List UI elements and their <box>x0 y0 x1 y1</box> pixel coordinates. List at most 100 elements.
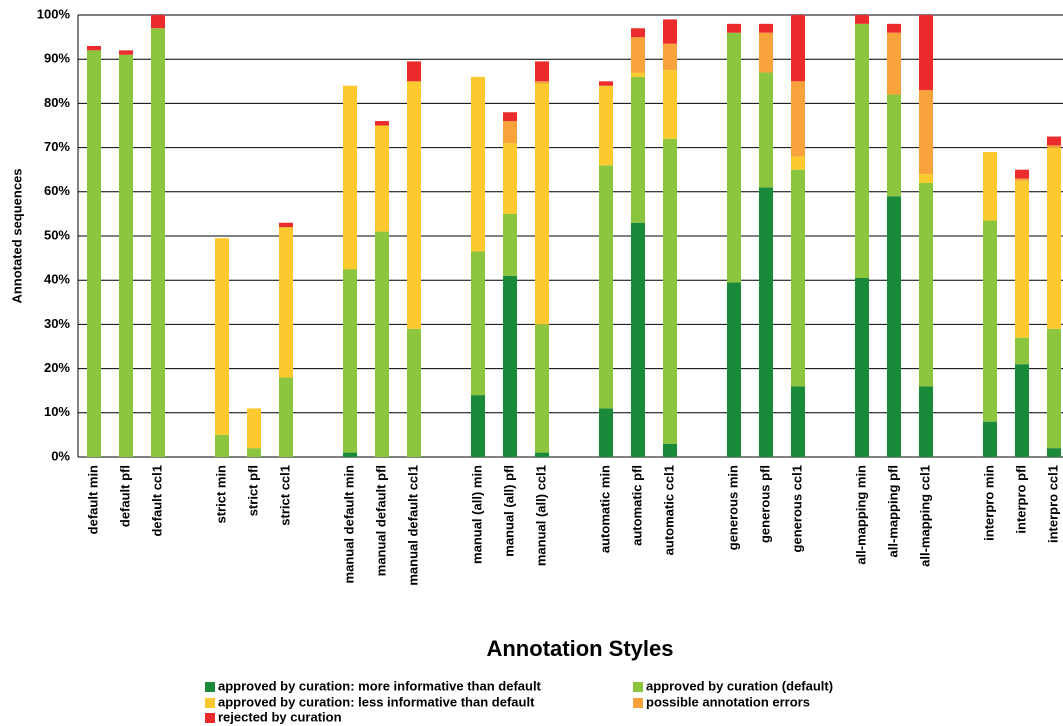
bar-segment <box>503 121 517 144</box>
bar-segment <box>1047 328 1061 449</box>
legend-swatch <box>205 682 215 692</box>
x-tick-label: automatic pfl <box>629 465 644 546</box>
x-tick-label: all-mapping pfl <box>885 465 900 557</box>
bar-segment <box>407 328 421 457</box>
bar-segment <box>631 28 645 38</box>
bar-segment <box>407 61 421 82</box>
y-tick-label: 70% <box>44 139 70 154</box>
bar-segment <box>599 81 613 86</box>
bar-segment <box>375 121 389 126</box>
legend-swatch <box>205 713 215 723</box>
bar-segment <box>535 452 549 457</box>
bar-segment <box>727 282 741 457</box>
bar-segment <box>983 220 997 422</box>
bar-segment <box>663 19 677 44</box>
bar-segment <box>471 395 485 457</box>
bar-segment <box>791 81 805 157</box>
bar-segment <box>887 32 901 95</box>
bar-segment <box>631 222 645 457</box>
x-tick-label: strict ccl1 <box>277 465 292 526</box>
y-tick-label: 0% <box>51 448 70 463</box>
x-tick-label: all-mapping ccl1 <box>917 465 932 567</box>
x-tick-label: manual default ccl1 <box>405 465 420 586</box>
bar-segment <box>1015 178 1029 181</box>
x-tick-label: all-mapping min <box>853 465 868 565</box>
bar-segment <box>663 443 677 457</box>
bar-segment <box>471 251 485 396</box>
x-tick-label: interpro ccl1 <box>1045 465 1060 543</box>
x-tick-label: default min <box>85 465 100 534</box>
bar-segment <box>631 76 645 223</box>
bar-segment <box>1047 448 1061 457</box>
bar-segment <box>375 125 389 232</box>
x-tick-label: manual default pfl <box>373 465 388 576</box>
bar-segment <box>535 324 549 453</box>
legend-label: approved by curation: more informative t… <box>218 678 542 693</box>
bar-segment <box>887 23 901 33</box>
x-tick-label: generous min <box>725 465 740 550</box>
x-tick-label: interpro pfl <box>1013 465 1028 534</box>
bar-segment <box>375 231 389 457</box>
bar-segment <box>919 90 933 175</box>
bar-segment <box>1015 364 1029 457</box>
bar-segment <box>279 222 293 228</box>
bar-segment <box>279 227 293 378</box>
bar-segment <box>1015 337 1029 365</box>
bar-segment <box>919 15 933 91</box>
bar-segment <box>759 72 773 188</box>
bar-segment <box>791 156 805 170</box>
bar-segment <box>151 28 165 457</box>
y-tick-label: 60% <box>44 183 70 198</box>
x-tick-label: strict pfl <box>245 465 260 516</box>
bar-segment <box>631 37 645 73</box>
x-tick-label: manual (all) min <box>469 465 484 564</box>
bar-segment <box>1015 169 1029 179</box>
x-axis-title: Annotation Styles <box>486 636 673 661</box>
legend-label: rejected by curation <box>218 709 342 724</box>
bar-segment <box>983 421 997 457</box>
bar-segment <box>983 152 997 221</box>
legend-label: approved by curation (default) <box>646 678 833 693</box>
legend-label: possible annotation errors <box>646 694 810 709</box>
bar-segment <box>759 23 773 33</box>
x-tick-label: interpro min <box>981 465 996 541</box>
bar-segment <box>1047 136 1061 146</box>
bar-segment <box>727 32 741 283</box>
bar-segment <box>151 15 165 29</box>
x-tick-label: default pfl <box>117 465 132 527</box>
y-tick-label: 10% <box>44 404 70 419</box>
bar-segment <box>599 165 613 409</box>
bar-segment <box>535 83 549 325</box>
bar-segment <box>343 269 357 453</box>
bar-segment <box>791 386 805 457</box>
bar-segment <box>407 81 421 329</box>
bar-segment <box>1047 147 1061 329</box>
bar-segment <box>535 81 549 84</box>
bar-segment <box>1015 180 1029 338</box>
bar-segment <box>919 182 933 387</box>
bar-segment <box>247 448 261 457</box>
bar-segment <box>663 138 677 444</box>
x-tick-label: manual (all) pfl <box>501 465 516 557</box>
bar-segment <box>919 174 933 183</box>
bar-segment <box>759 32 773 73</box>
bar-segment <box>919 386 933 457</box>
x-tick-label: automatic ccl1 <box>661 465 676 555</box>
y-tick-label: 100% <box>37 6 71 21</box>
bar-segment <box>855 15 869 24</box>
bar-segment <box>663 70 677 139</box>
y-axis-title: Annotated sequences <box>9 168 24 303</box>
bar-segment <box>503 213 517 276</box>
bar-segment <box>631 72 645 77</box>
bar-segment <box>599 408 613 457</box>
bar-segment <box>215 238 229 435</box>
bar-segment <box>87 50 101 458</box>
bar-segment <box>503 275 517 457</box>
bar-segment <box>855 23 869 278</box>
bar-segment <box>119 50 133 55</box>
bar-segment <box>247 408 261 449</box>
bar-segment <box>279 377 293 457</box>
x-tick-label: manual (all) ccl1 <box>533 465 548 566</box>
y-tick-label: 20% <box>44 360 70 375</box>
bar-segment <box>759 187 773 457</box>
